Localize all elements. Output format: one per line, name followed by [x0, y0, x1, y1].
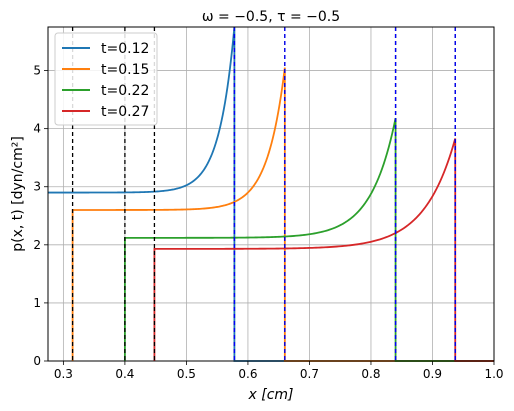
series-line [153, 138, 494, 362]
y-axis-ticks: 0 1 2 3 4 5 [33, 64, 48, 368]
plot-lines [48, 26, 494, 362]
legend-label: t=0.15 [101, 62, 149, 78]
y-axis-label: p(x, t) [dyn/cm²] [10, 136, 26, 252]
x-tick-label: 0.5 [177, 367, 196, 381]
legend-label: t=0.12 [101, 41, 149, 57]
x-axis-ticks: 0.3 0.4 0.5 0.6 0.7 0.8 0.9 1.0 [54, 361, 504, 381]
legend: t=0.12 t=0.15 t=0.22 t=0.27 [54, 32, 158, 126]
x-tick-label: 0.3 [54, 367, 73, 381]
x-tick-label: 0.4 [115, 367, 134, 381]
legend-label: t=0.22 [101, 83, 149, 99]
y-tick-label: 3 [33, 180, 41, 194]
chart-title: ω = −0.5, τ = −0.5 [202, 9, 340, 25]
series-line [48, 26, 494, 362]
legend-label: t=0.27 [101, 104, 149, 120]
y-tick-label: 0 [33, 354, 41, 368]
x-axis-label: x [cm] [248, 387, 294, 403]
plot-frame [47, 26, 495, 362]
series-line [71, 67, 494, 362]
x-tick-label: 0.6 [238, 367, 257, 381]
x-tick-label: 1.0 [484, 367, 503, 381]
legend-box [54, 32, 158, 126]
x-tick-label: 0.7 [300, 367, 319, 381]
y-tick-label: 4 [33, 122, 41, 136]
y-tick-label: 1 [33, 296, 41, 310]
series-line [124, 118, 494, 362]
y-tick-label: 5 [33, 64, 41, 78]
x-tick-label: 0.9 [423, 367, 442, 381]
x-tick-label: 0.8 [361, 367, 380, 381]
y-tick-label: 2 [33, 238, 41, 252]
